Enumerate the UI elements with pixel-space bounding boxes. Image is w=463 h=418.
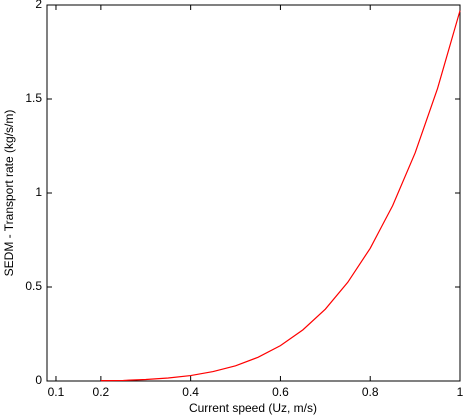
x-tick-label: 0.1 xyxy=(48,385,65,399)
x-axis-label: Current speed (Uz, m/s) xyxy=(189,401,317,415)
x-tick-label: 0.8 xyxy=(362,385,379,399)
y-tick-label: 2 xyxy=(35,0,42,11)
y-tick-label: 0 xyxy=(35,373,42,387)
y-tick-label: 1.5 xyxy=(25,91,42,105)
y-axis-label: SEDM - Transport rate (kg/s/m) xyxy=(2,110,16,277)
y-tick-label: 1 xyxy=(35,185,42,199)
y-tick-label: 0.5 xyxy=(25,279,42,293)
x-tick-label: 0.4 xyxy=(182,385,199,399)
data-line xyxy=(100,10,461,382)
x-tick-label: 1 xyxy=(457,385,463,399)
x-tick-label: 0.2 xyxy=(93,385,110,399)
x-tick-label: 0.6 xyxy=(272,385,289,399)
